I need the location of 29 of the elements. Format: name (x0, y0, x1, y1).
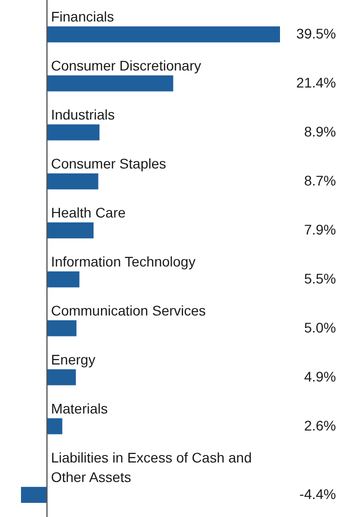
data-label: 4.9% (304, 368, 336, 384)
bar (46, 26, 280, 42)
bar (46, 75, 174, 92)
y-tick-label: Industrials (50, 106, 115, 122)
data-label: 5.5% (304, 270, 336, 286)
y-tick-label: Financials (50, 8, 114, 24)
bar (46, 418, 62, 434)
y-tick-label: Communication Services (50, 302, 206, 318)
data-label: 8.9% (304, 123, 336, 140)
y-tick-label: Health Care (50, 204, 126, 220)
bar (46, 222, 94, 238)
y-tick-label: Consumer Staples (50, 155, 166, 172)
y-tick-label: Consumer Discretionary (50, 57, 202, 74)
data-label: 2.6% (304, 417, 336, 434)
y-tick-label: Materials (50, 400, 108, 416)
bar (46, 320, 76, 336)
y-tick-label: Information Technology (50, 253, 196, 270)
data-label: 39.5% (296, 25, 336, 42)
bar (46, 369, 76, 386)
bar (46, 173, 98, 190)
bar (46, 124, 100, 140)
y-tick-label: Liabilities in Excess of Cash and Other Assets (50, 449, 252, 485)
data-label: 5.0% (304, 319, 336, 336)
data-label: 8.7% (304, 172, 336, 188)
y-tick-label: Energy (50, 351, 96, 368)
bar (46, 271, 80, 288)
data-label: -4.4% (299, 486, 336, 502)
data-label: 7.9% (304, 221, 336, 238)
data-label: 21.4% (296, 74, 336, 90)
